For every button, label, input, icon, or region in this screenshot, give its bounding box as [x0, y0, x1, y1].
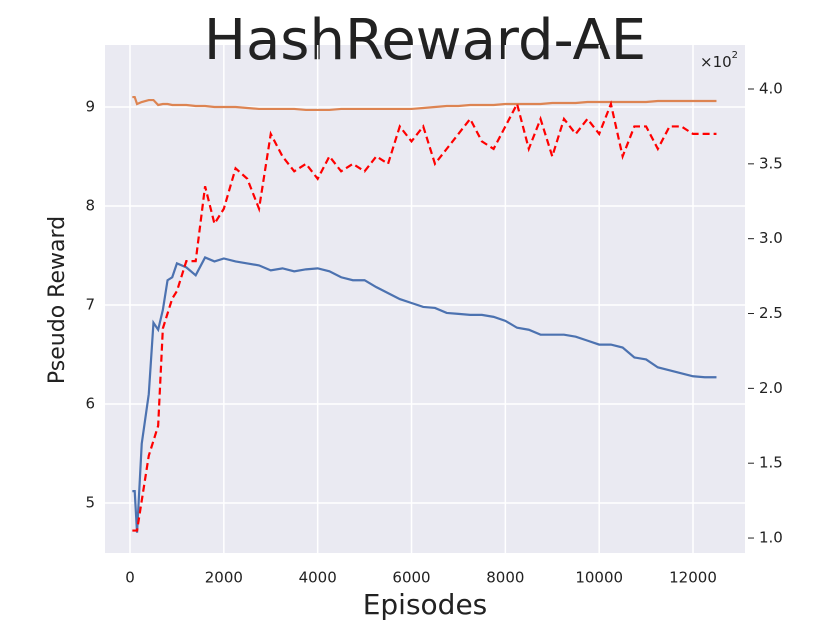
- x-tick-label: 2000: [205, 569, 243, 587]
- y-tick-label: 9: [85, 97, 95, 115]
- x-tick-label: 0: [125, 569, 135, 587]
- y-tick-label: 8: [85, 196, 95, 214]
- x-tick-label: 12000: [669, 569, 717, 587]
- y2-tick-label: 1.5: [759, 454, 783, 472]
- offset-exponent: 2: [732, 50, 738, 61]
- y-tick-label: 5: [85, 494, 95, 512]
- y-tick-label: 6: [85, 394, 95, 412]
- series-line: [132, 100, 717, 532]
- offset-text: ×102: [700, 50, 738, 71]
- y2-tick-label: 3.5: [759, 154, 783, 172]
- chart-title: HashReward-AE: [204, 8, 646, 73]
- y-axis-label: Pseudo Reward: [45, 216, 70, 384]
- series-line: [132, 256, 717, 533]
- x-tick-label: 8000: [486, 569, 524, 587]
- x-axis-label: Episodes: [363, 588, 488, 621]
- y2-tick-label: 3.0: [759, 229, 783, 247]
- plot-area: [105, 45, 745, 553]
- y2-tick-label: 2.5: [759, 304, 783, 322]
- y2-tick-label: 1.0: [759, 529, 783, 547]
- x-tick-label: 6000: [392, 569, 430, 587]
- y2-tick-label: 4.0: [759, 80, 783, 98]
- x-tick-label: 10000: [575, 569, 623, 587]
- y2-tick-label: 2.0: [759, 379, 783, 397]
- series-line: [132, 95, 717, 112]
- offset-base: ×10: [700, 53, 732, 71]
- x-tick-label: 4000: [299, 569, 337, 587]
- y-tick-label: 7: [85, 295, 95, 313]
